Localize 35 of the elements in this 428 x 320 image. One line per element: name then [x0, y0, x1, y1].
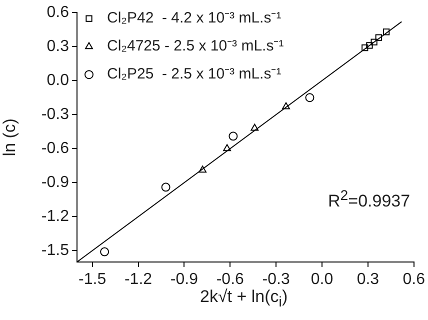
x-tick-label: 0.0 — [310, 271, 334, 288]
x-tick-label: -1.2 — [124, 271, 152, 288]
x-tick-label: -0.9 — [170, 271, 198, 288]
x-tick-label: 0.3 — [356, 271, 380, 288]
y-tick-label: -1.5 — [41, 242, 70, 260]
x-tick-label: -1.5 — [78, 271, 106, 288]
y-tick-label: 0.6 — [46, 4, 70, 22]
point — [250, 124, 259, 131]
y-tick-label: -0.6 — [41, 140, 70, 158]
y-tick-label: -1.2 — [41, 208, 70, 226]
x-axis-title: 2k√t + ln(c$_{i}$) — [200, 287, 288, 310]
point — [366, 42, 373, 49]
y-tick-label: -0.3 — [41, 106, 70, 124]
point — [382, 28, 390, 36]
y-tick-label: 0.0 — [46, 72, 70, 90]
x-tick-label: -0.3 — [262, 271, 290, 288]
point — [223, 144, 232, 152]
legend-label: Cl₂4725 - 2.5 x 10⁻³ mL.s⁻¹ — [107, 38, 284, 55]
point — [282, 102, 290, 110]
annotation: R$^{2}$=0.9937 — [328, 188, 410, 212]
legend-label: Cl₂P25 - 2.5 x 10⁻³ mL.s⁻¹ — [107, 66, 282, 83]
y-tick-label: 0.3 — [46, 38, 70, 56]
x-tick-label: 0.6 — [402, 271, 426, 288]
legend-label: Cl₂P42 - 4.2 x 10⁻³ mL.s⁻¹ — [107, 10, 282, 27]
y-axis-title: ln (c) — [0, 118, 19, 156]
point — [362, 44, 368, 52]
x-tick-label: -0.6 — [216, 271, 244, 288]
point — [370, 38, 378, 46]
point — [100, 247, 110, 256]
point — [161, 182, 170, 192]
point — [198, 166, 207, 173]
point — [375, 34, 382, 41]
point — [305, 93, 314, 102]
y-tick-label: -0.9 — [41, 174, 70, 192]
point — [228, 132, 238, 141]
